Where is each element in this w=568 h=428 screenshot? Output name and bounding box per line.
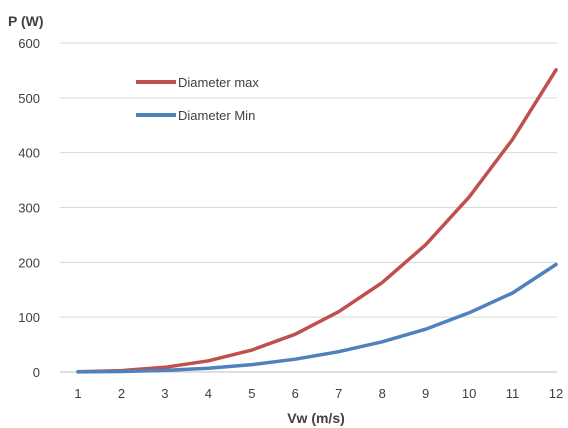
y-tick-label: 600	[18, 36, 40, 51]
x-tick-label: 9	[422, 386, 429, 401]
grid-layer	[60, 42, 557, 318]
legend-label-diameter-min: Diameter Min	[178, 108, 255, 123]
y-tick-label: 0	[33, 365, 40, 380]
legend-label-diameter-max: Diameter max	[178, 75, 259, 90]
x-tick-label: 10	[462, 386, 476, 401]
y-axis-title: P (W)	[8, 13, 44, 29]
legend: Diameter max Diameter Min	[136, 75, 259, 123]
x-tick-label: 6	[292, 386, 299, 401]
x-tick-label: 1	[74, 386, 81, 401]
y-tick-label: 100	[18, 310, 40, 325]
x-tick-label: 3	[161, 386, 168, 401]
series-line-diameter-min	[76, 262, 558, 374]
y-tick-label: 200	[18, 255, 40, 270]
x-tick-label: 2	[118, 386, 125, 401]
y-tick-label: 500	[18, 91, 40, 106]
x-tick-label: 7	[335, 386, 342, 401]
x-tick-label: 12	[549, 386, 563, 401]
series-layer	[76, 68, 558, 374]
x-tick-label: 4	[205, 386, 212, 401]
y-tick-label: 300	[18, 201, 40, 216]
x-tick-label: 11	[506, 386, 520, 401]
y-tick-label: 400	[18, 146, 40, 161]
x-tick-label: 8	[379, 386, 386, 401]
series-line-diameter-max	[76, 68, 558, 374]
x-axis-title: Vw (m/s)	[287, 410, 345, 426]
x-tick-label: 5	[248, 386, 255, 401]
